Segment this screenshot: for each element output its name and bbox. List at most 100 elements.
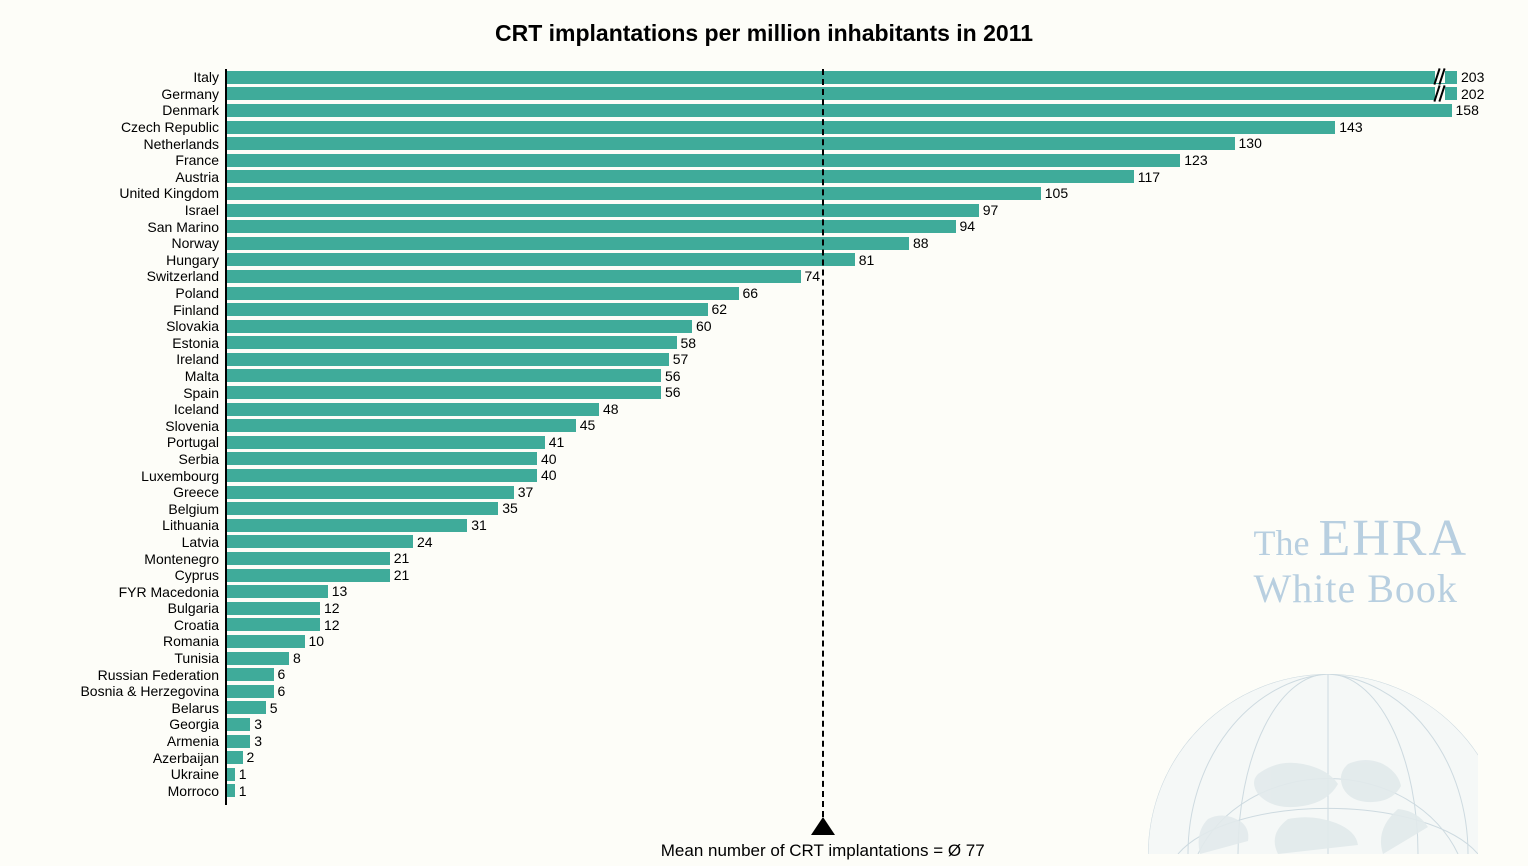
bar xyxy=(227,137,1235,150)
bar-row: Morroco1 xyxy=(225,783,1465,800)
country-label: Estonia xyxy=(172,336,225,350)
bar-row: Slovakia60 xyxy=(225,318,1465,335)
country-label: Belgium xyxy=(168,502,225,516)
chart-container: CRT implantations per million inhabitant… xyxy=(0,20,1528,809)
country-label: Cyprus xyxy=(175,568,225,582)
bar-row: Cyprus21 xyxy=(225,567,1465,584)
bar-value: 48 xyxy=(603,402,619,416)
bar-row: Tunisia8 xyxy=(225,650,1465,667)
country-label: Georgia xyxy=(169,717,225,731)
bar-value: 203 xyxy=(1461,70,1484,84)
bar xyxy=(227,701,266,714)
bar xyxy=(227,353,669,366)
bar-row: Ukraine1 xyxy=(225,766,1465,783)
bar-value: 1 xyxy=(239,767,247,781)
bar xyxy=(227,220,956,233)
bar-row: Luxembourg40 xyxy=(225,467,1465,484)
country-label: United Kingdom xyxy=(119,186,225,200)
bar xyxy=(227,253,855,266)
bar-value: 40 xyxy=(541,452,557,466)
bar xyxy=(227,685,274,698)
country-label: Austria xyxy=(175,170,225,184)
bar-row: Malta56 xyxy=(225,368,1465,385)
bar xyxy=(227,535,413,548)
country-label: Israel xyxy=(185,203,225,217)
bar xyxy=(227,602,320,615)
bar xyxy=(227,436,545,449)
bar xyxy=(227,386,661,399)
bar-row: Lithuania31 xyxy=(225,517,1465,534)
country-label: Romania xyxy=(163,634,225,648)
bar-value: 2 xyxy=(247,750,255,764)
country-label: Netherlands xyxy=(144,137,226,151)
country-label: Azerbaijan xyxy=(153,751,225,765)
bar xyxy=(227,71,1457,84)
bar-value: 202 xyxy=(1461,87,1484,101)
bar-row: Switzerland74 xyxy=(225,268,1465,285)
bar-row: Belgium35 xyxy=(225,500,1465,517)
country-label: Luxembourg xyxy=(141,469,225,483)
bar-value: 94 xyxy=(960,219,976,233)
bar-row: Norway88 xyxy=(225,235,1465,252)
bar-row: France123 xyxy=(225,152,1465,169)
bar-value: 117 xyxy=(1138,170,1160,184)
bar-row: Spain56 xyxy=(225,384,1465,401)
bar xyxy=(227,735,250,748)
bar xyxy=(227,403,599,416)
country-label: Ireland xyxy=(176,352,225,366)
country-label: Italy xyxy=(193,70,225,84)
bar-row: Iceland48 xyxy=(225,401,1465,418)
bar-value: 57 xyxy=(673,352,689,366)
bar xyxy=(227,204,979,217)
mean-line xyxy=(822,69,824,817)
bar-row: Serbia40 xyxy=(225,451,1465,468)
country-label: Bosnia & Herzegovina xyxy=(80,684,225,698)
country-label: Spain xyxy=(183,386,225,400)
bar-row: San Marino94 xyxy=(225,218,1465,235)
country-label: Switzerland xyxy=(147,269,225,283)
bar-value: 12 xyxy=(324,601,340,615)
country-label: FYR Macedonia xyxy=(119,585,225,599)
country-label: Morroco xyxy=(168,784,225,798)
bar-row: Romania10 xyxy=(225,633,1465,650)
bar-row: Armenia3 xyxy=(225,733,1465,750)
country-label: Iceland xyxy=(174,402,225,416)
bar-row: Slovenia45 xyxy=(225,417,1465,434)
bar xyxy=(227,635,305,648)
bar-row: Greece37 xyxy=(225,484,1465,501)
bar-row: Estonia58 xyxy=(225,335,1465,352)
bar-row: Georgia3 xyxy=(225,716,1465,733)
bar-value: 62 xyxy=(712,302,728,316)
country-label: Armenia xyxy=(167,734,225,748)
bar-row: Finland62 xyxy=(225,301,1465,318)
bar-row: Bulgaria12 xyxy=(225,600,1465,617)
bar-row: Russian Federation6 xyxy=(225,666,1465,683)
mean-label: Mean number of CRT implantations = Ø 77 xyxy=(661,841,985,861)
bar-row: Portugal41 xyxy=(225,434,1465,451)
bar-value: 5 xyxy=(270,701,278,715)
bar-row: Croatia12 xyxy=(225,617,1465,634)
country-label: Ukraine xyxy=(171,767,225,781)
country-label: Russian Federation xyxy=(98,668,225,682)
bar-value: 3 xyxy=(254,734,262,748)
country-label: Poland xyxy=(175,286,225,300)
country-label: Serbia xyxy=(179,452,225,466)
bar-value: 88 xyxy=(913,236,929,250)
bar-row: Austria117 xyxy=(225,169,1465,186)
bar xyxy=(227,270,801,283)
bar xyxy=(227,585,328,598)
bar-value: 40 xyxy=(541,468,557,482)
bar-value: 37 xyxy=(518,485,534,499)
bar-value: 1 xyxy=(239,784,247,798)
bar-value: 58 xyxy=(681,336,697,350)
bar-value: 6 xyxy=(278,684,286,698)
bar xyxy=(227,154,1180,167)
country-label: Bulgaria xyxy=(168,601,225,615)
country-label: Croatia xyxy=(174,618,225,632)
bar-row: Latvia24 xyxy=(225,534,1465,551)
country-label: Czech Republic xyxy=(121,120,225,134)
bar xyxy=(227,104,1452,117)
bar-row: Italy203 xyxy=(225,69,1465,86)
bar xyxy=(227,419,576,432)
bar-value: 10 xyxy=(309,634,325,648)
